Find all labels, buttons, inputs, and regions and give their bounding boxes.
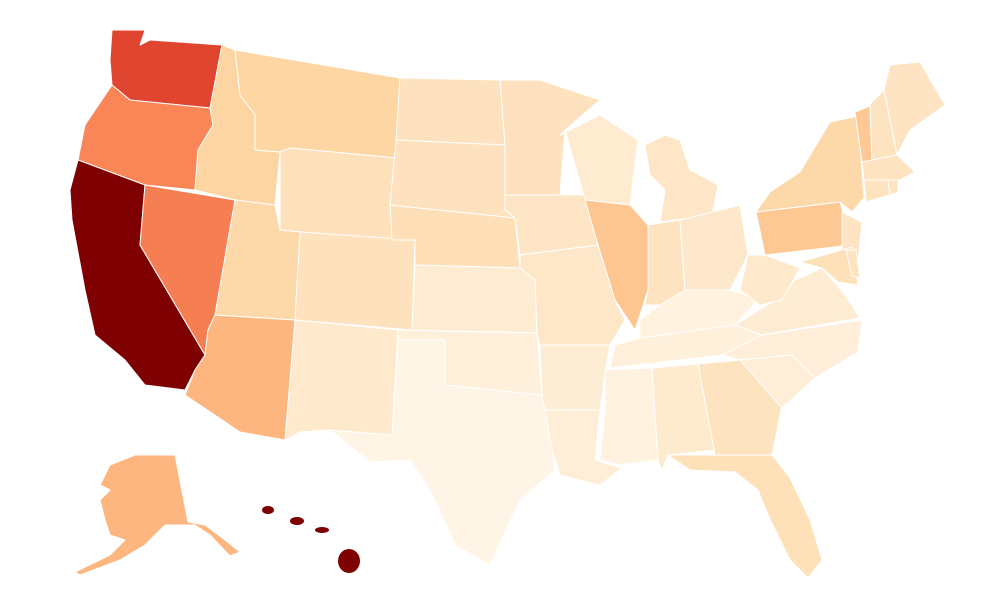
state-wa: [109, 29, 223, 109]
state-nd: [395, 77, 506, 146]
state-ms: [599, 367, 659, 466]
state-mn: [499, 79, 601, 196]
state-tx: [329, 339, 556, 566]
state-la: [544, 409, 623, 486]
hawaii-island: [315, 527, 329, 533]
state-sd: [389, 139, 516, 219]
hawaii-island: [290, 517, 304, 525]
state-co: [294, 231, 416, 331]
hawaii-island: [262, 506, 274, 514]
state-md: [799, 246, 859, 286]
state-ks: [411, 264, 538, 334]
state-oh: [679, 204, 749, 291]
state-mt: [234, 49, 401, 159]
state-mi: [644, 134, 719, 223]
state-ia: [504, 194, 599, 256]
state-in: [644, 219, 686, 306]
state-ri: [887, 179, 899, 196]
state-de: [845, 249, 861, 279]
state-hi: [262, 506, 360, 573]
state-ct: [863, 179, 891, 203]
state-nm: [284, 319, 399, 441]
state-ny: [755, 115, 865, 213]
state-ma: [861, 154, 916, 181]
state-il: [584, 199, 649, 331]
state-ak: [74, 454, 241, 576]
hawaii-island: [338, 549, 360, 573]
state-wy: [279, 147, 398, 241]
state-wi: [559, 114, 639, 206]
state-fl: [667, 454, 823, 579]
state-ar: [539, 344, 611, 411]
